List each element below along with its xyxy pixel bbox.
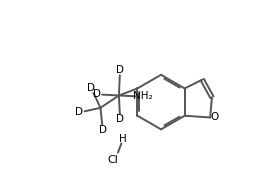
Text: D: D <box>116 65 124 75</box>
Text: D: D <box>87 83 95 93</box>
Text: O: O <box>210 112 218 122</box>
Text: NH₂: NH₂ <box>133 91 153 101</box>
Text: Cl: Cl <box>107 155 118 165</box>
Text: D: D <box>98 125 107 135</box>
Text: D: D <box>116 114 124 124</box>
Text: D: D <box>75 107 83 117</box>
Text: H: H <box>119 134 127 144</box>
Text: D: D <box>93 89 101 99</box>
